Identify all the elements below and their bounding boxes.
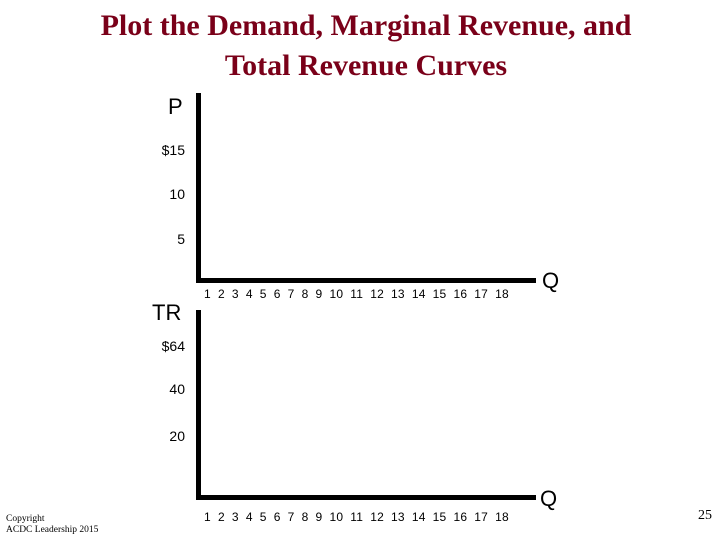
tr-x-ticks: 1 2 3 4 5 6 7 8 9 10 11 12 13 14 15 16 1…	[204, 510, 509, 524]
tr-quantity-label: Q	[540, 486, 558, 511]
price-tick-10: 10	[169, 186, 185, 202]
copyright-line-1: Copyright	[6, 514, 45, 524]
tr-tick-64: $64	[161, 338, 185, 354]
slide-title: Plot the Demand, Marginal Revenue, and T…	[0, 6, 720, 86]
tr-tick-40: 40	[169, 381, 185, 397]
tr-axis-label: TR	[152, 300, 182, 325]
price-tick-15: $15	[161, 142, 185, 158]
title-line-1: Plot the Demand, Marginal Revenue, and	[100, 9, 632, 42]
price-x-axis	[196, 278, 536, 283]
copyright-notice: Copyright ACDC Leadership 2015	[6, 514, 98, 536]
tr-x-axis	[196, 495, 536, 500]
price-y-axis	[196, 93, 201, 283]
tr-y-axis	[196, 310, 201, 500]
price-x-ticks: 1 2 3 4 5 6 7 8 9 10 11 12 13 14 15 16 1…	[204, 287, 509, 301]
copyright-line-2: ACDC Leadership 2015	[6, 525, 99, 535]
page-number: 25	[698, 508, 712, 523]
title-line-2: Total Revenue Curves	[224, 49, 508, 82]
price-axis-label: P	[168, 94, 183, 119]
tr-tick-20: 20	[169, 428, 185, 444]
price-quantity-label: Q	[542, 268, 560, 293]
price-tick-5: 5	[177, 231, 185, 247]
